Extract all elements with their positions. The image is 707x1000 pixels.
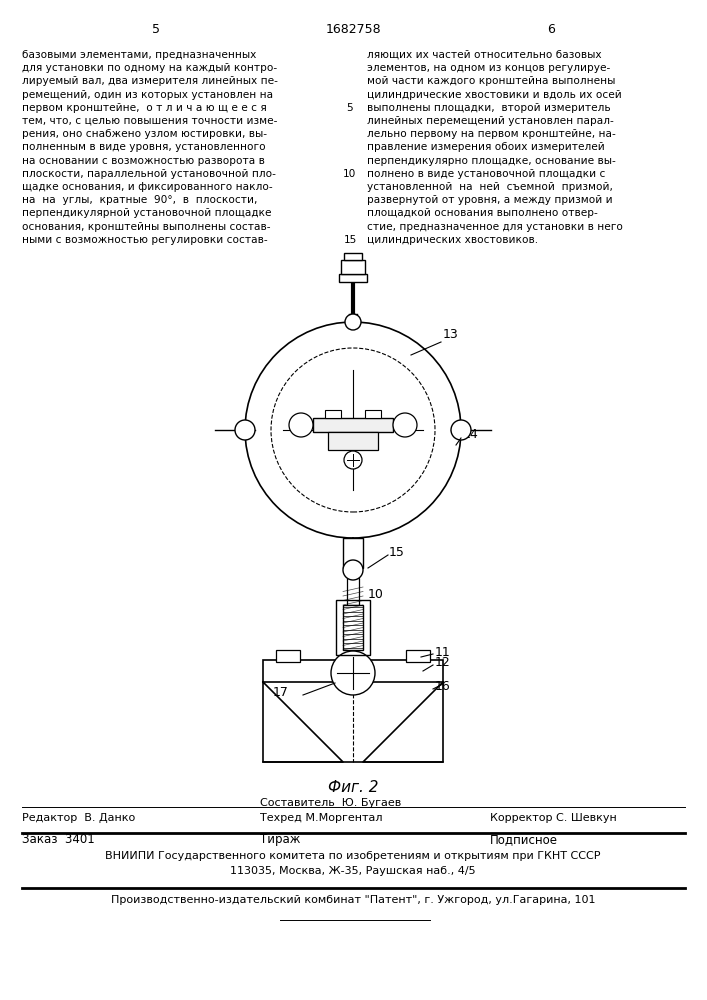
Bar bbox=[276, 650, 300, 662]
Text: 16: 16 bbox=[435, 680, 451, 694]
Bar bbox=[341, 260, 365, 274]
Circle shape bbox=[451, 420, 471, 440]
Text: правление измерения обоих измерителей: правление измерения обоих измерителей bbox=[367, 142, 604, 152]
Text: лируемый вал, два измерителя линейных пе-: лируемый вал, два измерителя линейных пе… bbox=[22, 76, 278, 86]
Text: базовыми элементами, предназначенных: базовыми элементами, предназначенных bbox=[22, 50, 257, 60]
Text: для установки по одному на каждый контро-: для установки по одному на каждый контро… bbox=[22, 63, 277, 73]
Text: 6: 6 bbox=[547, 23, 556, 36]
Text: Корректор С. Шевкун: Корректор С. Шевкун bbox=[490, 813, 617, 823]
Circle shape bbox=[344, 451, 362, 469]
Text: ремещений, один из которых установлен на: ремещений, один из которых установлен на bbox=[22, 90, 273, 100]
Text: 14: 14 bbox=[463, 428, 479, 442]
Bar bbox=[343, 538, 363, 568]
Bar bbox=[406, 650, 430, 662]
Text: перпендикулярно площадке, основание вы-: перпендикулярно площадке, основание вы- bbox=[367, 156, 616, 166]
Bar bbox=[336, 600, 370, 655]
Text: ВНИИПИ Государственного комитета по изобретениям и открытиям при ГКНТ СССР: ВНИИПИ Государственного комитета по изоб… bbox=[105, 851, 601, 861]
Text: линейных перемещений установлен парал-: линейных перемещений установлен парал- bbox=[367, 116, 614, 126]
Text: Редактор  В. Данко: Редактор В. Данко bbox=[22, 813, 135, 823]
Text: Заказ  3401: Заказ 3401 bbox=[22, 833, 95, 846]
Text: 10: 10 bbox=[368, 588, 384, 601]
Text: лельно первому на первом кронштейне, на-: лельно первому на первом кронштейне, на- bbox=[367, 129, 616, 139]
Bar bbox=[347, 578, 359, 605]
Text: 15: 15 bbox=[344, 235, 356, 245]
Bar bbox=[339, 274, 367, 282]
Bar bbox=[328, 432, 378, 450]
Text: 15: 15 bbox=[389, 546, 405, 558]
Text: 10: 10 bbox=[344, 169, 357, 179]
Bar bbox=[344, 253, 362, 260]
Text: на основании с возможностью разворота в: на основании с возможностью разворота в bbox=[22, 156, 265, 166]
Text: Тираж: Тираж bbox=[260, 833, 300, 846]
Text: полнено в виде установочной площадки с: полнено в виде установочной площадки с bbox=[367, 169, 605, 179]
Text: мой части каждого кронштейна выполнены: мой части каждого кронштейна выполнены bbox=[367, 76, 615, 86]
Text: Фиг. 2: Фиг. 2 bbox=[328, 780, 378, 795]
Text: 5: 5 bbox=[346, 103, 354, 113]
Text: тем, что, с целью повышения точности изме-: тем, что, с целью повышения точности изм… bbox=[22, 116, 277, 126]
Text: на  на  углы,  кратные  90°,  в  плоскости,: на на углы, кратные 90°, в плоскости, bbox=[22, 195, 257, 205]
Bar bbox=[365, 410, 381, 418]
Text: 11: 11 bbox=[435, 646, 451, 658]
Circle shape bbox=[235, 420, 255, 440]
Circle shape bbox=[331, 651, 375, 695]
Text: 5: 5 bbox=[151, 23, 160, 36]
Polygon shape bbox=[263, 682, 343, 762]
Bar bbox=[325, 410, 341, 418]
Circle shape bbox=[393, 413, 417, 437]
Text: первом кронштейне,  о т л и ч а ю щ е е с я: первом кронштейне, о т л и ч а ю щ е е с… bbox=[22, 103, 267, 113]
Text: основания, кронштейны выполнены состав-: основания, кронштейны выполнены состав- bbox=[22, 222, 271, 232]
Text: перпендикулярной установочной площадке: перпендикулярной установочной площадке bbox=[22, 208, 271, 218]
Text: Составитель  Ю. Бугаев: Составитель Ю. Бугаев bbox=[260, 798, 402, 808]
Text: ляющих их частей относительно базовых: ляющих их частей относительно базовых bbox=[367, 50, 602, 60]
Polygon shape bbox=[363, 682, 443, 762]
Bar bbox=[263, 660, 443, 682]
Circle shape bbox=[289, 413, 313, 437]
Text: Подписное: Подписное bbox=[490, 833, 558, 846]
Text: рения, оно снабжено узлом юстировки, вы-: рения, оно снабжено узлом юстировки, вы- bbox=[22, 129, 267, 139]
Text: цилиндрические хвостовики и вдоль их осей: цилиндрические хвостовики и вдоль их осе… bbox=[367, 90, 621, 100]
Text: стие, предназначенное для установки в него: стие, предназначенное для установки в не… bbox=[367, 222, 623, 232]
Text: 12: 12 bbox=[435, 656, 451, 670]
Text: Техред М.Моргентал: Техред М.Моргентал bbox=[260, 813, 382, 823]
Text: 17: 17 bbox=[273, 686, 289, 700]
Text: цилиндрических хвостовиков.: цилиндрических хвостовиков. bbox=[367, 235, 538, 245]
Text: элементов, на одном из концов регулируе-: элементов, на одном из концов регулируе- bbox=[367, 63, 610, 73]
Text: Производственно-издательский комбинат "Патент", г. Ужгород, ул.Гагарина, 101: Производственно-издательский комбинат "П… bbox=[111, 895, 595, 905]
Bar bbox=[313, 418, 393, 432]
Text: полненным в виде уровня, установленного: полненным в виде уровня, установленного bbox=[22, 142, 266, 152]
Bar bbox=[343, 605, 363, 650]
Text: плоскости, параллельной установочной пло-: плоскости, параллельной установочной пло… bbox=[22, 169, 276, 179]
Text: ными с возможностью регулировки состав-: ными с возможностью регулировки состав- bbox=[22, 235, 268, 245]
Circle shape bbox=[343, 560, 363, 580]
Text: выполнены площадки,  второй измеритель: выполнены площадки, второй измеритель bbox=[367, 103, 611, 113]
Text: площадкой основания выполнено отвер-: площадкой основания выполнено отвер- bbox=[367, 208, 597, 218]
Text: 113035, Москва, Ж-35, Раушская наб., 4/5: 113035, Москва, Ж-35, Раушская наб., 4/5 bbox=[230, 866, 476, 876]
Text: 13: 13 bbox=[443, 328, 459, 342]
Text: щадке основания, и фиксированного накло-: щадке основания, и фиксированного накло- bbox=[22, 182, 273, 192]
Text: установленной  на  ней  съемной  призмой,: установленной на ней съемной призмой, bbox=[367, 182, 613, 192]
Text: развернутой от уровня, а между призмой и: развернутой от уровня, а между призмой и bbox=[367, 195, 613, 205]
Text: 1682758: 1682758 bbox=[326, 23, 381, 36]
Circle shape bbox=[345, 314, 361, 330]
